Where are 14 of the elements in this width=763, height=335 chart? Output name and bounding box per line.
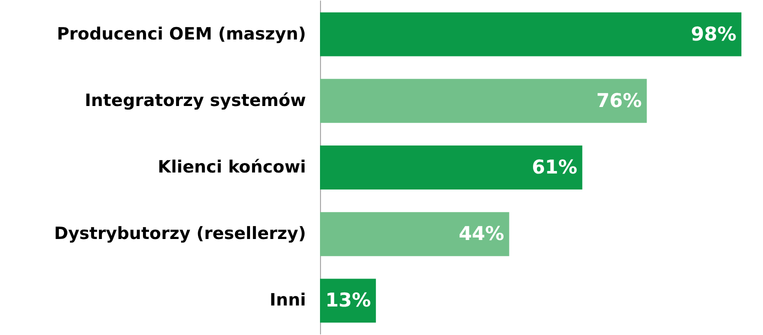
y-tick-label: Klienci końcowi [158,158,306,178]
y-tick-label: Producenci OEM (maszyn) [56,24,306,44]
data-label: 13% [325,290,371,312]
data-label: 76% [596,90,642,112]
y-tick-label: Inni [270,290,306,311]
bar [320,212,510,256]
bar [320,78,647,123]
y-tick-label: Integratorzy systemów [84,90,306,111]
data-label: 61% [532,156,578,178]
bar [320,12,742,56]
y-tick-label: Dystrybutorzy (resellerzy) [54,224,306,244]
data-label: 44% [458,223,504,246]
data-label: 98% [690,23,736,46]
bar [320,146,582,190]
